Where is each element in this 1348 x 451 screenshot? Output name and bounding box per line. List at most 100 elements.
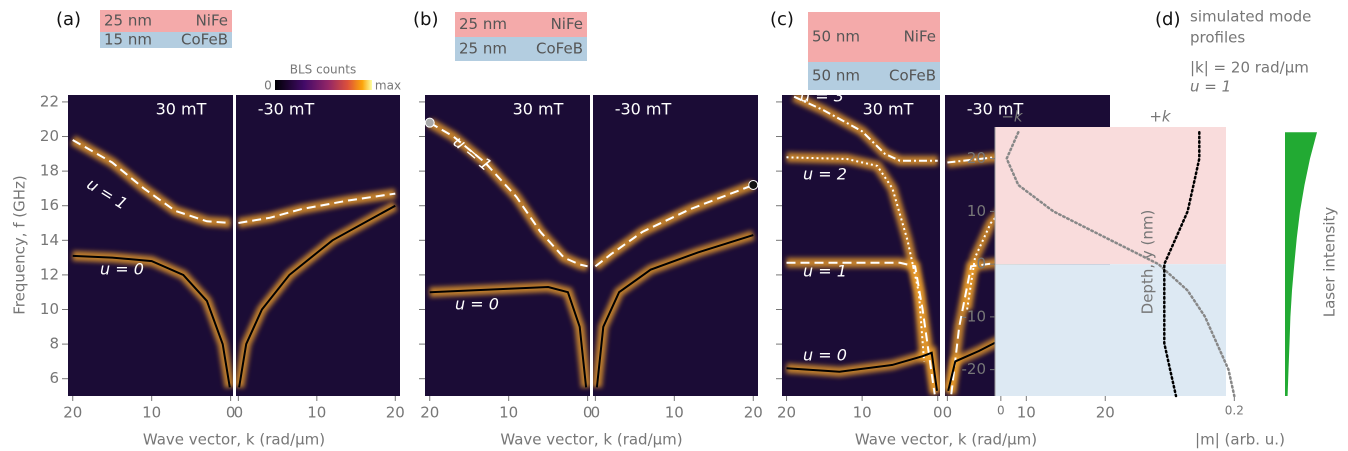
x-tick-label: 0: [997, 404, 1005, 418]
mode-label: u = 1: [803, 262, 847, 281]
legend-label: +k: [1149, 108, 1172, 126]
x-axis-label: Wave vector, k (rad/μm): [143, 431, 325, 449]
layer: [100, 10, 232, 32]
x-tick-label: 0: [943, 404, 953, 422]
layer-material: CoFeB: [536, 40, 583, 58]
x-tick-label: 10: [142, 404, 161, 422]
dispersion-curve: [72, 254, 231, 388]
x-tick-label: 20: [386, 404, 405, 422]
colorbar-high: max: [375, 79, 401, 93]
layer: [100, 32, 232, 48]
dispersion-curve: [595, 234, 754, 388]
y-tick-label: 18: [40, 162, 59, 180]
mode-profile: [1163, 131, 1201, 398]
profile-title: profiles: [1190, 29, 1245, 47]
plot-area: [236, 188, 398, 389]
layer-thickness: 50 nm: [812, 67, 860, 85]
colorbar-title: BLS counts: [290, 63, 356, 77]
dispersion-curve: [429, 121, 588, 268]
x-tick-label: 0: [933, 404, 943, 422]
laser-intensity: [1285, 132, 1317, 396]
layer-material: NiFe: [551, 15, 583, 33]
end-marker: [424, 117, 435, 128]
y-axis-label: Depth, y (nm): [1139, 210, 1157, 315]
subplot-title: -30 mT: [258, 100, 315, 119]
x-tick-label: 20: [1096, 404, 1115, 422]
x-tick-label: 20: [63, 404, 82, 422]
subplot-title: -30 mT: [967, 100, 1024, 119]
mode-label: u = 3: [800, 87, 844, 106]
y-tick-label: 6: [49, 369, 59, 387]
legend-label: −k: [1001, 108, 1024, 126]
x-tick-label: 10: [853, 404, 872, 422]
x-axis-label: Wave vector, k (rad/μm): [500, 431, 682, 449]
subplot-title: -30 mT: [615, 100, 672, 119]
y-tick-label: 8: [49, 335, 59, 353]
y-tick-label: 12: [40, 265, 59, 283]
layer-thickness: 25 nm: [459, 15, 507, 33]
panel-label: (b): [413, 9, 438, 30]
y-tick-label: 10: [967, 202, 986, 220]
layer-thickness: 25 nm: [459, 40, 507, 58]
layer-material: NiFe: [904, 28, 936, 46]
end-marker: [748, 179, 759, 190]
dispersion-curve: [72, 139, 231, 224]
x-tick-label: 10: [665, 404, 684, 422]
heatmap-background: [68, 95, 233, 396]
panel-label: (d): [1155, 9, 1180, 30]
layer-material: CoFeB: [889, 67, 936, 85]
profile-title: u = 1: [1190, 78, 1231, 96]
mode-label: u = 0: [455, 295, 499, 314]
laser-label: Laser intensity: [1321, 207, 1339, 318]
x-tick-label: 20: [777, 404, 796, 422]
y-axis-label: Frequency, f (GHz): [11, 175, 29, 315]
plot-area: [593, 180, 756, 388]
x-tick-label: 0: [234, 404, 244, 422]
layer: [455, 37, 587, 61]
x-tick-label: 0.2: [1225, 404, 1244, 418]
y-tick-label: -20: [962, 360, 987, 378]
y-tick-label: 16: [40, 196, 59, 214]
layer-thickness: 50 nm: [812, 28, 860, 46]
subplot-title: 30 mT: [513, 100, 564, 119]
y-tick-label: 0: [976, 255, 986, 273]
panel-label: (a): [56, 9, 81, 30]
dispersion-curve: [238, 204, 396, 388]
x-tick-label: 0: [583, 404, 593, 422]
dispersion-curve: [238, 192, 396, 224]
y-tick-label: -10: [962, 307, 987, 325]
x-tick-label: 0: [226, 404, 236, 422]
mode-label: u = 0: [803, 346, 847, 365]
mode-profile: [1005, 131, 1236, 398]
layer: [808, 12, 940, 62]
plot-area: [786, 95, 940, 396]
heatmap-background: [236, 95, 400, 396]
layer: [808, 62, 940, 90]
x-tick-label: 0: [591, 404, 601, 422]
subplot-title: 30 mT: [863, 100, 914, 119]
y-tick-label: 10: [40, 300, 59, 318]
dispersion-curve: [786, 261, 936, 395]
y-tick-label: 20: [967, 149, 986, 167]
dispersion-curve: [793, 95, 938, 162]
cofeb-region: [995, 264, 1226, 396]
colorbar: [275, 80, 372, 90]
x-axis-label: Wave vector, k (rad/μm): [855, 431, 1037, 449]
layer-material: CoFeB: [181, 31, 228, 49]
layer-thickness: 15 nm: [104, 31, 152, 49]
layer-material: NiFe: [196, 12, 228, 30]
dispersion-curve: [786, 351, 938, 391]
profile-title: |k| = 20 rad/μm: [1190, 59, 1309, 77]
mode-label: u = 2: [803, 165, 847, 184]
heatmap-background: [425, 95, 590, 396]
x-tick-label: 10: [499, 404, 518, 422]
profile-title: simulated mode: [1190, 8, 1311, 26]
colorbar-low: 0: [264, 79, 272, 93]
panel-label: (c): [770, 9, 794, 30]
x-tick-label: 20: [744, 404, 763, 422]
plot-area: [70, 135, 233, 389]
x-tick-label: 20: [420, 404, 439, 422]
dispersion-curve: [429, 285, 588, 388]
y-tick-label: 14: [40, 231, 59, 249]
